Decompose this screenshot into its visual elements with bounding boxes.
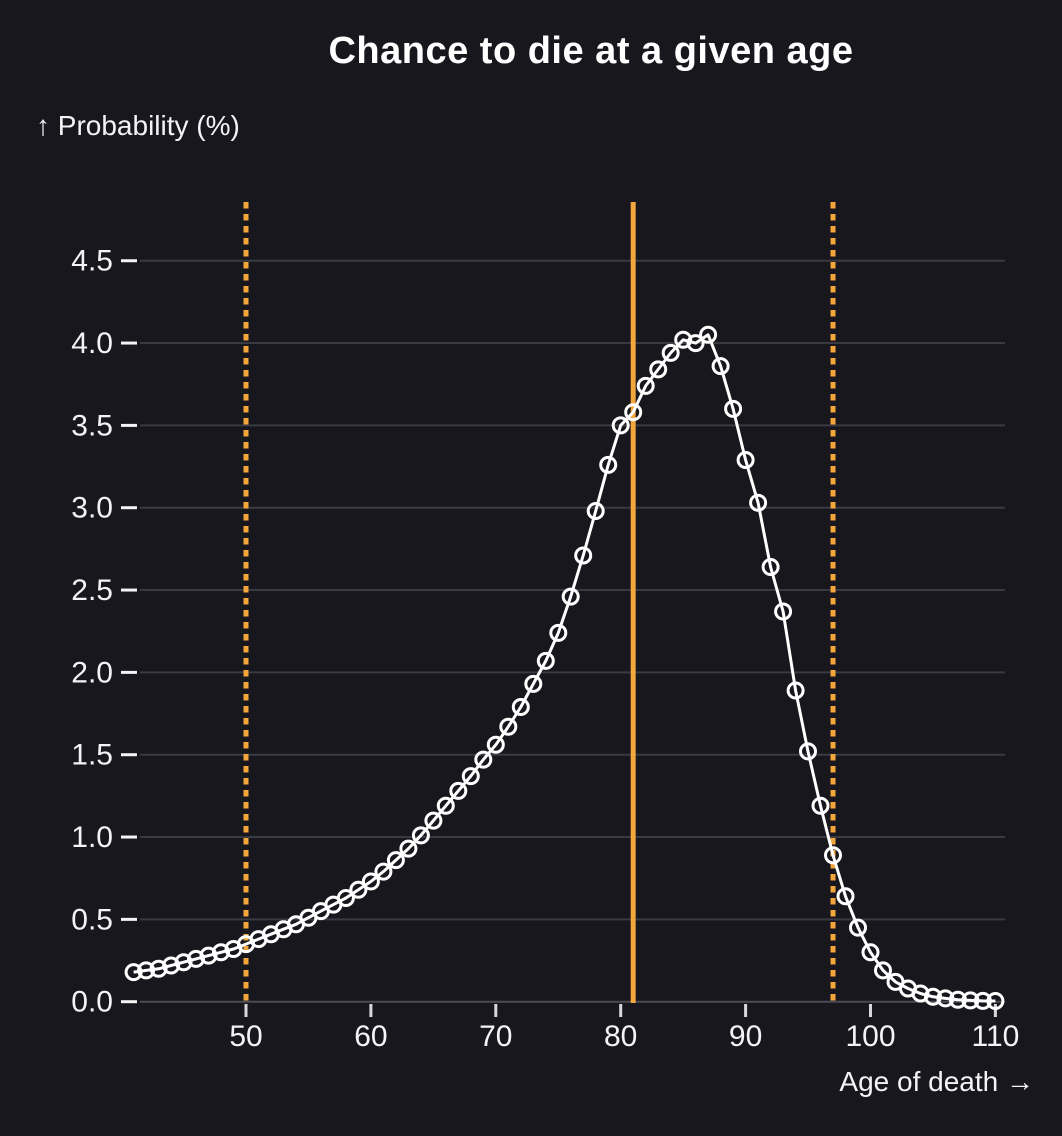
data-point bbox=[774, 602, 793, 621]
data-point bbox=[124, 963, 143, 982]
data-point bbox=[449, 781, 468, 800]
x-tick-label: 100 bbox=[845, 1020, 895, 1053]
chart-title: Chance to die at a given age bbox=[328, 30, 854, 72]
data-point bbox=[336, 889, 355, 907]
data-point bbox=[599, 455, 618, 474]
data-point bbox=[486, 735, 505, 754]
data-point bbox=[911, 984, 930, 1003]
x-tick-label: 70 bbox=[479, 1020, 512, 1053]
data-point bbox=[699, 325, 718, 344]
y-tick-label: 1.0 bbox=[71, 821, 113, 854]
y-tick-label: 3.5 bbox=[71, 409, 113, 442]
data-point bbox=[524, 674, 543, 693]
data-point bbox=[624, 403, 643, 422]
data-point bbox=[174, 953, 193, 972]
data-point bbox=[586, 502, 605, 520]
x-tick-label: 50 bbox=[229, 1020, 262, 1053]
data-point bbox=[536, 651, 555, 670]
data-point bbox=[399, 839, 418, 858]
y-tick-label: 0.5 bbox=[71, 903, 113, 936]
data-point bbox=[724, 399, 743, 418]
x-tick-label: 80 bbox=[604, 1020, 637, 1053]
data-point bbox=[961, 991, 980, 1010]
data-point bbox=[411, 826, 430, 845]
y-tick-label: 1.5 bbox=[71, 739, 113, 772]
data-point bbox=[574, 546, 593, 565]
data-point bbox=[212, 943, 230, 962]
data-point bbox=[187, 949, 205, 968]
data-point bbox=[986, 992, 1005, 1010]
data-point bbox=[936, 989, 955, 1008]
data-point bbox=[686, 334, 705, 353]
data-line bbox=[133, 333, 996, 1003]
y-tick-label: 0.0 bbox=[71, 986, 113, 1019]
data-point bbox=[874, 961, 892, 980]
data-point bbox=[736, 451, 755, 469]
data-point bbox=[511, 698, 530, 716]
data-point bbox=[436, 796, 455, 815]
data-point bbox=[636, 376, 655, 395]
data-point bbox=[349, 880, 368, 899]
y-tick-label: 4.0 bbox=[71, 327, 113, 360]
data-point bbox=[836, 887, 855, 906]
data-point bbox=[199, 946, 218, 965]
data-point bbox=[549, 623, 568, 642]
data-point bbox=[361, 872, 380, 891]
x-axis-label: Age of death → bbox=[839, 1066, 1034, 1097]
x-tick-label: 60 bbox=[354, 1020, 387, 1053]
data-point bbox=[137, 961, 156, 980]
y-tick-label: 2.0 bbox=[71, 656, 113, 689]
y-axis-label: ↑ Probability (%) bbox=[36, 110, 240, 141]
data-point bbox=[474, 750, 493, 769]
data-point bbox=[824, 846, 842, 865]
data-point bbox=[749, 493, 768, 512]
y-tick-label: 2.5 bbox=[71, 574, 113, 607]
data-point bbox=[849, 918, 867, 937]
data-point bbox=[461, 767, 480, 786]
data-point bbox=[786, 681, 805, 700]
data-point bbox=[162, 956, 181, 975]
data-point bbox=[948, 990, 967, 1009]
data-point bbox=[711, 357, 730, 376]
data-point bbox=[386, 851, 405, 870]
y-tick-label: 3.0 bbox=[71, 492, 113, 525]
data-point bbox=[799, 742, 817, 761]
data-point bbox=[424, 811, 443, 830]
data-point bbox=[674, 330, 693, 349]
data-point bbox=[374, 862, 393, 881]
data-point bbox=[924, 987, 942, 1006]
x-tick-label: 90 bbox=[729, 1020, 762, 1053]
data-point bbox=[761, 558, 780, 576]
data-point bbox=[499, 717, 518, 736]
data-point bbox=[561, 587, 580, 606]
data-point bbox=[611, 416, 630, 435]
data-point bbox=[649, 360, 668, 379]
data-point bbox=[811, 796, 830, 815]
data-point bbox=[861, 943, 880, 962]
data-point bbox=[661, 343, 680, 362]
data-point bbox=[149, 959, 168, 978]
data-point bbox=[973, 991, 992, 1010]
y-tick-label: 4.5 bbox=[71, 245, 113, 278]
x-tick-label: 110 bbox=[971, 1020, 1019, 1053]
